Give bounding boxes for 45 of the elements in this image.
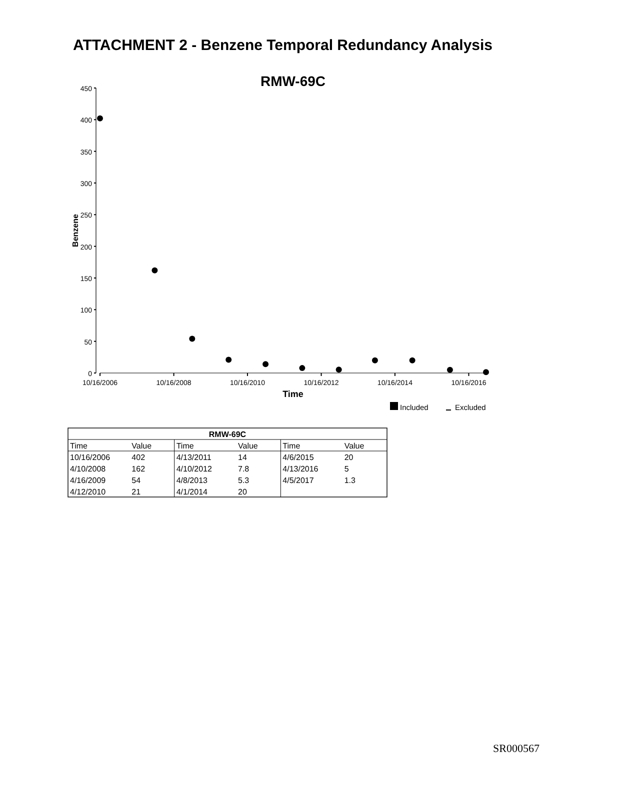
point xyxy=(189,336,196,342)
text: 4/12/2010 xyxy=(70,488,106,496)
point xyxy=(226,356,232,363)
point xyxy=(372,357,378,364)
text: 4/8/2013 xyxy=(176,476,208,485)
text: 4/16/2009 xyxy=(70,476,106,485)
text: 5 xyxy=(344,464,349,474)
text: 5.3 xyxy=(238,476,250,485)
point xyxy=(336,366,342,373)
text: 20 xyxy=(344,453,354,462)
text: 4/13/2011 xyxy=(176,453,212,462)
text: 1.3 xyxy=(344,476,356,485)
text: 4/10/2012 xyxy=(176,464,212,474)
point xyxy=(152,267,158,274)
text: 4/1/2014 xyxy=(176,488,208,496)
text: Time xyxy=(70,442,88,450)
chart-subtitle: RMW-69C xyxy=(260,73,326,89)
x-axis-title: Time xyxy=(282,389,304,399)
point xyxy=(97,115,103,122)
text: 7.8 xyxy=(238,464,250,474)
text: Time xyxy=(282,442,300,450)
point xyxy=(299,365,306,372)
text: 20 xyxy=(238,488,247,496)
text: 4/10/2008 xyxy=(70,464,106,474)
text: 402 xyxy=(132,453,146,462)
text: 54 xyxy=(132,476,141,485)
chart-title: ATTACHMENT 2 - Benzene Temporal Redundancy Analysis xyxy=(73,37,493,54)
text: Time xyxy=(176,442,194,450)
text: 4/5/2017 xyxy=(282,476,314,485)
point xyxy=(483,369,489,376)
point xyxy=(446,366,453,373)
text: 4/6/2015 xyxy=(282,453,314,462)
text: 162 xyxy=(132,464,146,474)
text: SR000567 xyxy=(493,743,540,755)
text: 14 xyxy=(238,453,247,462)
point xyxy=(409,357,416,364)
text: 4/13/2016 xyxy=(282,464,319,474)
text: 10/16/2006 xyxy=(70,453,111,462)
y-axis-title: Benzene xyxy=(71,214,80,247)
text: RMW-69C xyxy=(208,430,246,439)
text: 21 xyxy=(132,488,141,496)
text: Value xyxy=(344,442,364,450)
point xyxy=(262,361,269,368)
text: Value xyxy=(132,442,152,450)
text: Value xyxy=(238,442,258,450)
